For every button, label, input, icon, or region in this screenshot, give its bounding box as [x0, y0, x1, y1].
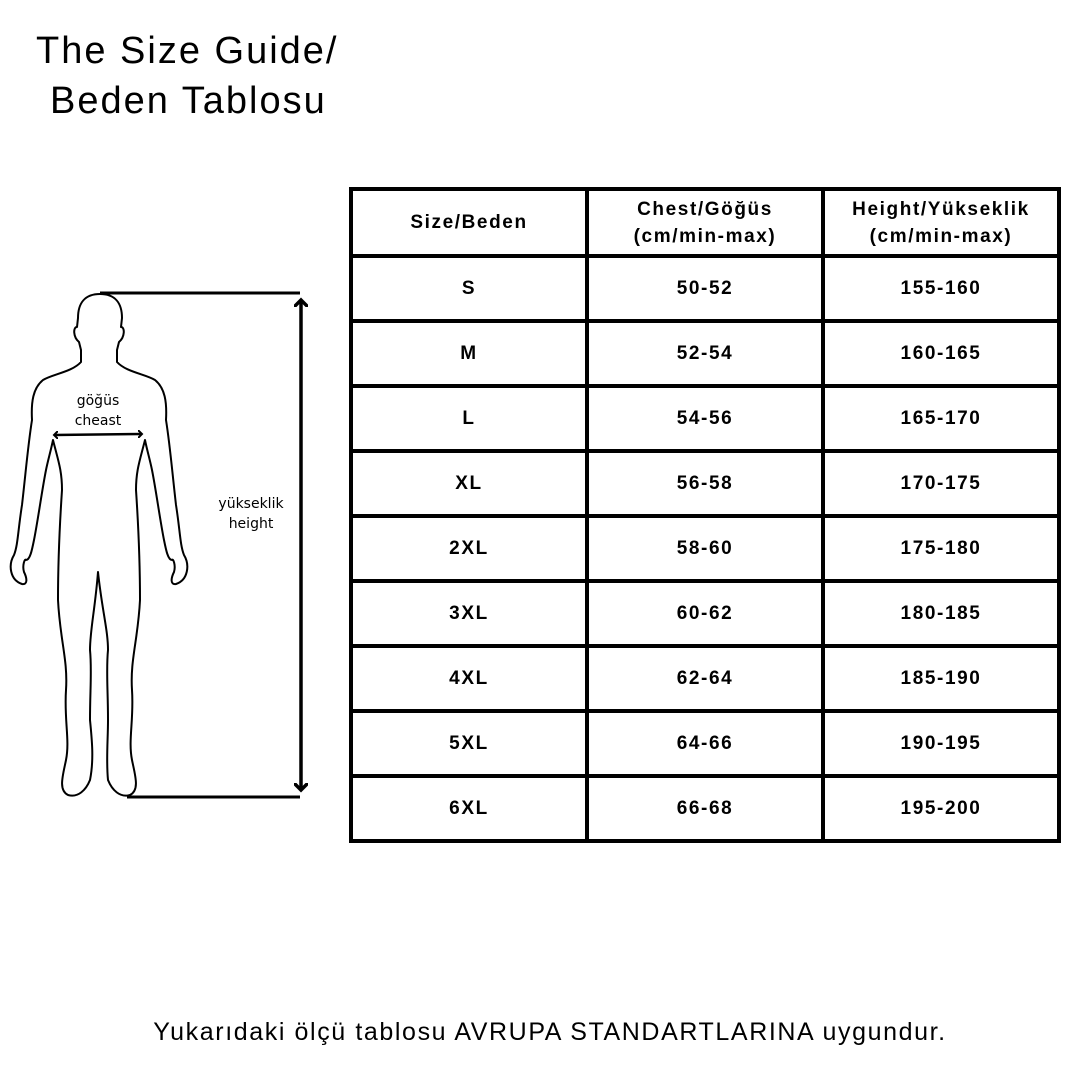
table-row: 6XL 66-68 195-200	[349, 774, 1061, 843]
cell-chest: 66-68	[585, 774, 825, 843]
cell-size: 6XL	[349, 774, 589, 843]
title-line-2: Beden Tablosu	[50, 80, 327, 122]
cell-height: 165-170	[821, 384, 1061, 453]
footer-note: Yukarıdaki ölçü tablosu AVRUPA STANDARTL…	[153, 1018, 947, 1046]
table-row: XL 56-58 170-175	[349, 449, 1061, 518]
header-chest: Chest/Göğüs (cm/min-max)	[585, 187, 825, 258]
table-row: 2XL 58-60 175-180	[349, 514, 1061, 583]
page-title: The Size Guide/ Beden Tablosu	[36, 26, 338, 126]
height-label: yükseklik height	[210, 494, 292, 534]
cell-height: 155-160	[821, 254, 1061, 323]
chest-measure-arrow	[54, 434, 142, 435]
cell-height: 190-195	[821, 709, 1061, 778]
cell-size: XL	[349, 449, 589, 518]
table-row: 5XL 64-66 190-195	[349, 709, 1061, 778]
table-row: M 52-54 160-165	[349, 319, 1061, 388]
cell-chest: 54-56	[585, 384, 825, 453]
cell-size: S	[349, 254, 589, 323]
table-row: S 50-52 155-160	[349, 254, 1061, 323]
cell-height: 160-165	[821, 319, 1061, 388]
cell-chest: 64-66	[585, 709, 825, 778]
cell-size: 5XL	[349, 709, 589, 778]
body-figure-illustration	[9, 291, 330, 799]
header-size: Size/Beden	[349, 187, 589, 258]
cell-size: 4XL	[349, 644, 589, 713]
height-label-tr: yükseklik	[218, 496, 284, 512]
chest-label-en: cheast	[74, 413, 122, 429]
chest-label: göğüs cheast	[58, 391, 138, 431]
table-row: L 54-56 165-170	[349, 384, 1061, 453]
cell-chest: 50-52	[585, 254, 825, 323]
body-outline	[9, 293, 189, 797]
cell-size: L	[349, 384, 589, 453]
cell-size: 2XL	[349, 514, 589, 583]
cell-height: 185-190	[821, 644, 1061, 713]
table-row: 4XL 62-64 185-190	[349, 644, 1061, 713]
title-line-1: The Size Guide/	[36, 30, 339, 72]
cell-height: 195-200	[821, 774, 1061, 843]
cell-chest: 60-62	[585, 579, 825, 648]
cell-chest: 52-54	[585, 319, 825, 388]
cell-size: M	[349, 319, 589, 388]
table-header-row: Size/Beden Chest/Göğüs (cm/min-max) Heigh…	[349, 187, 1061, 258]
cell-size: 3XL	[349, 579, 589, 648]
cell-height: 175-180	[821, 514, 1061, 583]
size-table: Size/Beden Chest/Göğüs (cm/min-max) Heigh…	[349, 187, 1061, 843]
cell-height: 180-185	[821, 579, 1061, 648]
cell-chest: 62-64	[585, 644, 825, 713]
chest-label-tr: göğüs	[76, 393, 120, 409]
cell-chest: 58-60	[585, 514, 825, 583]
height-label-en: height	[228, 516, 274, 532]
cell-chest: 56-58	[585, 449, 825, 518]
table-row: 3XL 60-62 180-185	[349, 579, 1061, 648]
cell-height: 170-175	[821, 449, 1061, 518]
header-height: Height/Yükseklik (cm/min-max)	[821, 187, 1061, 258]
